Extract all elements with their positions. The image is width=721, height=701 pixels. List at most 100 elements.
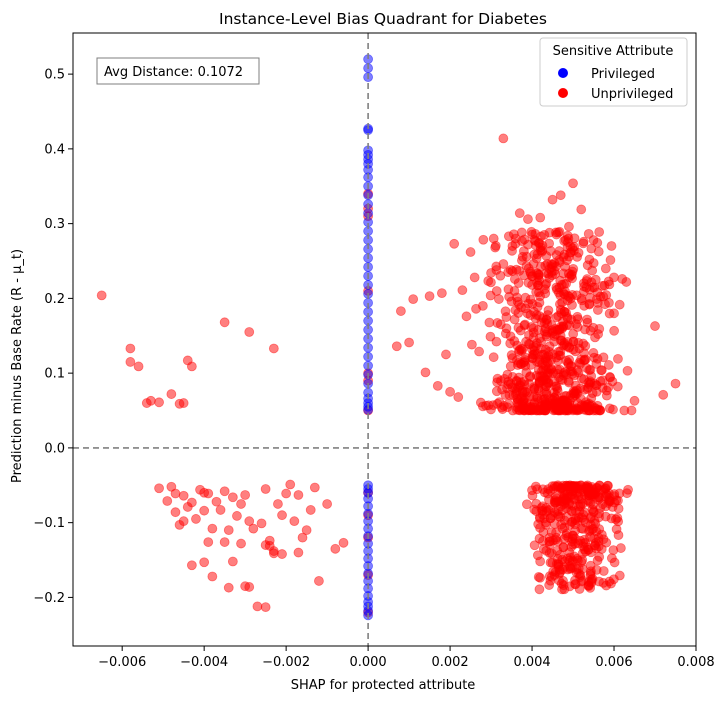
- unprivileged-point: [503, 399, 514, 409]
- unprivileged-point: [587, 265, 598, 276]
- unprivileged-point: [529, 249, 540, 260]
- unprivileged-point: [510, 305, 521, 316]
- unprivileged-point: [524, 330, 534, 341]
- unprivileged-point: [490, 240, 501, 251]
- unprivileged-point: [471, 303, 481, 314]
- unprivileged-point: [517, 251, 528, 262]
- unprivileged-point: [544, 536, 555, 547]
- unprivileged-point: [145, 395, 156, 406]
- unprivileged-point: [613, 530, 624, 541]
- unprivileged-point: [338, 537, 349, 548]
- unprivileged-point: [330, 543, 341, 554]
- unprivileged-point: [613, 503, 624, 514]
- unprivileged-point: [544, 238, 555, 249]
- unprivileged-point: [658, 389, 669, 400]
- unprivileged-point: [504, 291, 515, 302]
- y-tick-label: 0.1: [44, 367, 65, 382]
- unprivileged-point: [650, 321, 660, 331]
- unprivileged-point: [436, 288, 447, 299]
- unprivileged-point: [505, 338, 516, 349]
- unprivileged-point: [587, 388, 598, 399]
- unprivileged-point: [554, 257, 565, 267]
- legend-label-unprivileged: Unprivileged: [591, 87, 673, 102]
- unprivileged-point: [162, 496, 173, 506]
- unprivileged-point: [550, 381, 561, 392]
- unprivileged-point: [576, 373, 587, 384]
- unprivileged-point: [432, 380, 443, 391]
- unprivileged-point: [521, 398, 532, 408]
- unprivileged-point: [576, 512, 587, 523]
- unprivileged-point: [492, 318, 503, 328]
- unprivileged-point: [314, 576, 324, 586]
- unprivileged-point: [573, 337, 584, 348]
- unprivileged-point: [593, 329, 604, 339]
- unprivileged-point: [509, 286, 520, 296]
- unprivileged-point: [564, 498, 575, 509]
- unprivileged-point: [524, 339, 535, 350]
- unprivileged-point: [252, 601, 263, 612]
- unprivileged-point: [219, 537, 230, 547]
- unprivileged-point: [166, 481, 177, 492]
- legend-marker-unprivileged: [558, 88, 568, 98]
- unprivileged-point: [515, 344, 526, 354]
- unprivileged-point: [498, 133, 509, 144]
- unprivileged-point: [256, 518, 267, 529]
- unprivileged-point: [534, 584, 545, 595]
- x-axis-label: SHAP for protected attribute: [291, 678, 476, 693]
- unprivileged-point: [223, 582, 234, 593]
- unprivileged-point: [515, 377, 526, 388]
- unprivileged-point: [461, 311, 472, 322]
- unprivileged-point: [516, 227, 527, 238]
- unprivileged-point: [543, 401, 554, 411]
- unprivileged-point: [573, 247, 584, 258]
- unprivileged-point: [465, 247, 476, 257]
- unprivileged-point: [244, 327, 255, 337]
- unprivileged-point: [260, 484, 271, 494]
- unprivileged-point: [583, 228, 594, 239]
- unprivileged-point: [520, 352, 531, 363]
- unprivileged-point: [592, 555, 603, 566]
- unprivileged-point: [561, 480, 572, 491]
- unprivileged-point: [576, 295, 587, 306]
- unprivileged-point: [483, 276, 494, 286]
- unprivileged-point: [594, 227, 605, 237]
- unprivileged-point: [248, 523, 259, 534]
- unprivileged-point: [595, 493, 606, 504]
- unprivileged-point: [509, 314, 520, 325]
- unprivileged-point: [555, 190, 566, 201]
- unprivileged-point: [615, 543, 626, 553]
- unprivileged-point: [549, 481, 560, 491]
- unprivileged-point: [491, 261, 502, 272]
- unprivileged-point: [573, 314, 583, 325]
- unprivileged-point: [501, 312, 512, 322]
- x-tick-label: 0.000: [349, 655, 386, 670]
- unprivileged-point: [441, 349, 451, 360]
- unprivileged-point: [277, 549, 287, 559]
- unprivileged-point: [560, 366, 571, 377]
- unprivileged-point: [534, 533, 545, 544]
- unprivileged-point: [621, 277, 632, 287]
- legend-label-privileged: Privileged: [591, 67, 655, 82]
- unprivileged-point: [601, 290, 612, 300]
- y-tick-label: −0.2: [33, 591, 65, 606]
- unprivileged-point: [604, 279, 615, 290]
- unprivileged-point: [178, 516, 189, 527]
- unprivileged-point: [133, 361, 144, 372]
- unprivileged-point: [488, 352, 499, 363]
- unprivileged-point: [551, 527, 561, 538]
- unprivileged-point: [534, 275, 545, 286]
- unprivileged-point: [606, 553, 617, 564]
- unprivileged-point: [564, 221, 574, 232]
- unprivileged-point: [178, 398, 189, 408]
- unprivileged-point: [424, 291, 435, 302]
- unprivileged-point: [203, 537, 214, 547]
- unprivileged-point: [491, 386, 502, 397]
- unprivileged-point: [544, 494, 554, 505]
- unprivileged-point: [236, 538, 246, 549]
- unprivileged-point: [534, 297, 545, 308]
- unprivileged-point: [536, 337, 546, 347]
- unprivileged-point: [514, 265, 525, 276]
- unprivileged-point: [483, 400, 494, 411]
- unprivileged-point: [494, 294, 504, 304]
- unprivileged-point: [629, 395, 640, 406]
